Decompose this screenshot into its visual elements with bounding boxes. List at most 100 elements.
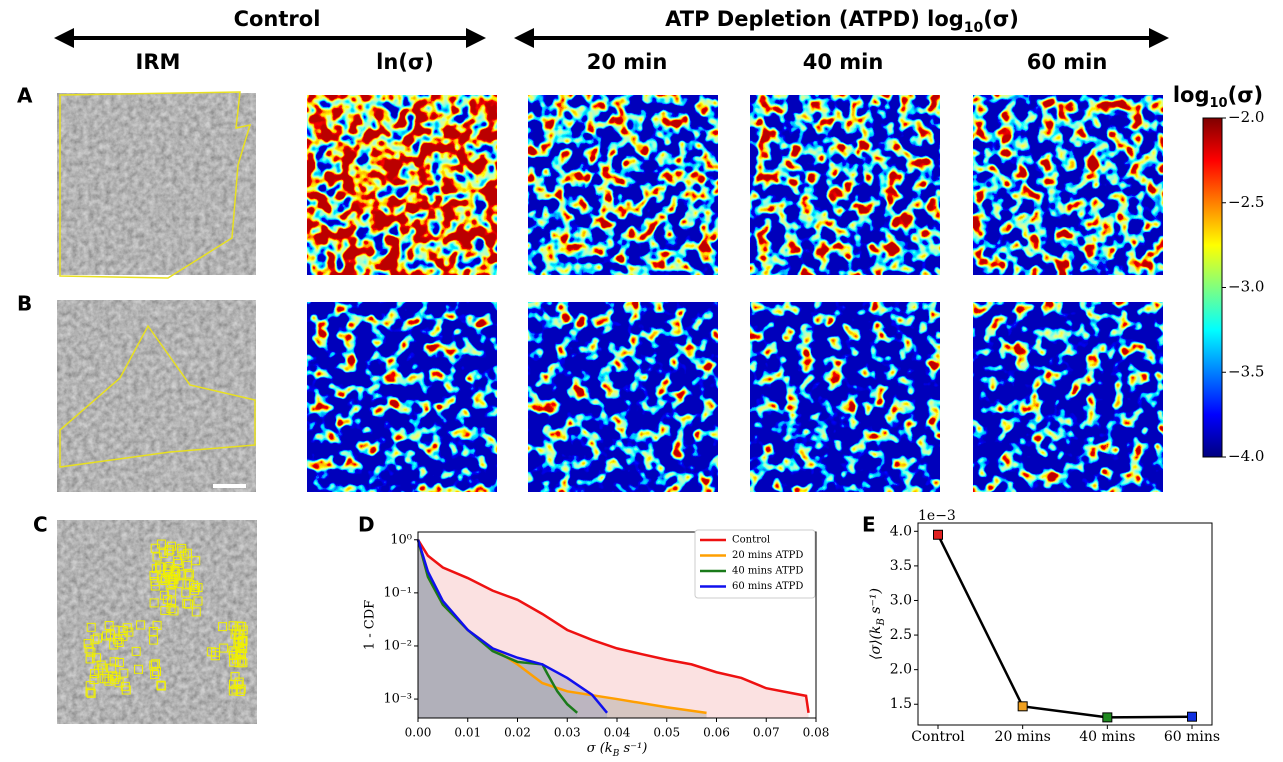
roi-box xyxy=(149,635,159,645)
roi-box xyxy=(119,668,129,678)
y-tick-label: 3.0 xyxy=(890,592,912,608)
x-tick-label: 0.06 xyxy=(703,726,730,740)
roi-box xyxy=(86,647,96,657)
group-header: ATP Depletion (ATPD) log10(σ) xyxy=(665,7,1019,36)
y-tick-label: 4.0 xyxy=(890,523,912,539)
roi-box xyxy=(183,571,193,581)
roi-box xyxy=(156,680,166,690)
roi-box xyxy=(232,625,242,635)
heatmap xyxy=(527,94,719,276)
column-label: IRM xyxy=(136,50,181,74)
colorbar-title-part: log xyxy=(1173,83,1210,107)
roi-box xyxy=(148,626,158,636)
roi-box xyxy=(85,654,95,664)
roi-box xyxy=(184,569,194,579)
x-tick-label: 0.07 xyxy=(753,726,780,740)
group-header-part: ATP Depletion (ATPD) log xyxy=(665,7,964,31)
cell-outline xyxy=(59,324,256,468)
roi-box xyxy=(235,642,245,652)
column-label: 60 min xyxy=(1027,50,1108,74)
y-tick-label: 2.0 xyxy=(890,662,912,678)
roi-box xyxy=(163,566,173,576)
x-tick-label: 0.01 xyxy=(454,726,481,740)
colorbar-tick-label: −3.0 xyxy=(1228,278,1264,296)
x-tick-label: 0.04 xyxy=(604,726,631,740)
irm-image xyxy=(57,93,256,275)
y-axis-label-part: ⟨σ⟩(k xyxy=(868,626,884,660)
x-tick-label: 0.02 xyxy=(504,726,531,740)
roi-box xyxy=(104,621,114,631)
legend-label: Control xyxy=(732,535,770,546)
offset-label: 1e−3 xyxy=(918,508,956,524)
roi-box xyxy=(109,657,119,667)
roi-box xyxy=(84,644,94,654)
x-tick-label: 0.05 xyxy=(653,726,680,740)
y-axis-label-part: s⁻¹) xyxy=(868,588,884,618)
roi-box xyxy=(164,546,174,556)
line xyxy=(416,539,579,714)
point xyxy=(1102,712,1113,723)
line xyxy=(416,539,609,714)
heatmap xyxy=(972,301,1164,493)
roi-box xyxy=(172,556,182,566)
colorbar-title: log10(σ) xyxy=(1173,83,1263,111)
roi-box xyxy=(236,656,246,666)
roi-box xyxy=(133,664,143,674)
roi-box xyxy=(96,660,106,670)
column-label: 40 min xyxy=(803,50,884,74)
roi-box xyxy=(118,626,128,636)
roi-box xyxy=(159,590,169,600)
legend-label: 20 mins ATPD xyxy=(732,550,803,561)
roi-box xyxy=(191,556,201,566)
roi-box xyxy=(182,599,192,609)
heatmap xyxy=(306,94,498,276)
roi-box xyxy=(233,680,243,690)
group-header-part: (σ) xyxy=(983,7,1019,31)
roi-box xyxy=(182,548,192,558)
line xyxy=(416,539,810,714)
colorbar-tick-label: −2.0 xyxy=(1228,108,1264,126)
roi-box xyxy=(181,588,191,598)
roi-box xyxy=(92,653,102,663)
roi-box xyxy=(114,637,124,647)
roi-box xyxy=(193,583,203,593)
roi-box xyxy=(238,658,248,668)
roi-box xyxy=(206,647,216,657)
x-axis-label-part: s⁻¹) xyxy=(619,741,647,756)
x-tick-label: 40 mins xyxy=(1079,729,1135,745)
colorbar xyxy=(1202,117,1223,458)
roi-box xyxy=(113,635,123,645)
group-header-part: 10 xyxy=(964,20,984,36)
heatmap xyxy=(306,301,498,493)
colorbar-title-part: (σ) xyxy=(1228,83,1264,107)
legend xyxy=(694,529,816,599)
roi-box xyxy=(165,545,175,555)
roi-box xyxy=(149,571,159,581)
roi-box xyxy=(86,622,96,632)
x-tick-label: 0.03 xyxy=(554,726,581,740)
roi-box xyxy=(182,560,192,570)
x-tick-label: 60 mins xyxy=(1164,729,1220,745)
y-axis-label: 1 - CDF xyxy=(363,600,378,650)
column-label: ln(σ) xyxy=(376,50,434,74)
roi-box xyxy=(228,646,238,656)
y-tick-label: 3.5 xyxy=(890,558,912,574)
roi-box xyxy=(107,663,117,673)
colorbar-tick-label: −3.5 xyxy=(1228,362,1264,380)
roi-box xyxy=(150,543,160,553)
roi-box xyxy=(97,663,107,673)
y-tick-label: 10⁻² xyxy=(383,638,412,653)
cell-outline xyxy=(59,91,252,279)
panel-letter: E xyxy=(862,513,876,537)
roi-box xyxy=(191,607,201,617)
roi-box xyxy=(218,622,228,632)
roi-box xyxy=(160,605,170,615)
y-tick-label: 2.5 xyxy=(890,627,912,643)
roi-box xyxy=(150,670,160,680)
irm-image xyxy=(57,300,256,492)
x-tick-label: 0.00 xyxy=(405,726,432,740)
heatmap xyxy=(972,94,1164,276)
roi-box xyxy=(149,598,159,608)
